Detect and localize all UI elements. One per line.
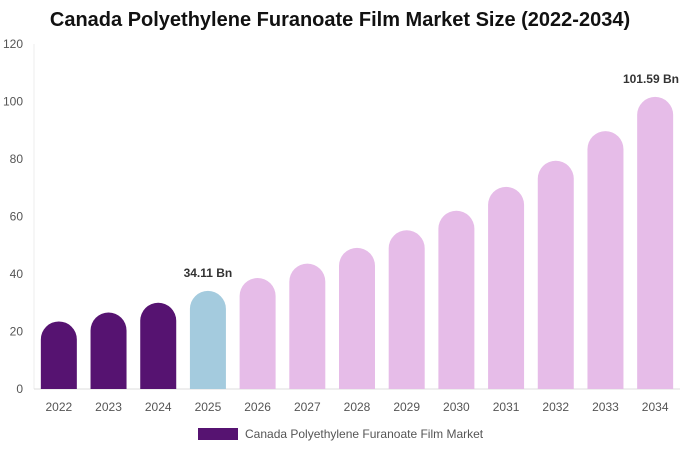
- bar-2026: [239, 278, 276, 389]
- bar-2023: [90, 312, 127, 389]
- x-tick-label: 2032: [542, 400, 569, 414]
- legend-label: Canada Polyethylene Furanoate Film Marke…: [245, 427, 484, 441]
- x-tick-label: 2033: [592, 400, 619, 414]
- y-tick-label: 120: [3, 37, 23, 51]
- x-tick-label: 2027: [294, 400, 321, 414]
- bar-2025: [189, 290, 226, 389]
- bars: [40, 96, 674, 390]
- x-tick-label: 2030: [443, 400, 470, 414]
- bar-2022: [40, 321, 77, 389]
- legend-swatch: [198, 428, 238, 440]
- data-label: 34.11 Bn: [184, 266, 233, 280]
- bar-2027: [289, 263, 326, 389]
- bar-2028: [339, 247, 375, 389]
- bar-2030: [438, 210, 475, 389]
- x-tick-label: 2026: [244, 400, 271, 414]
- bar-2024: [140, 302, 177, 389]
- x-tick-label: 2031: [493, 400, 520, 414]
- x-tick-label: 2034: [642, 400, 669, 414]
- chart-title: Canada Polyethylene Furanoate Film Marke…: [49, 9, 631, 31]
- bar-2031: [488, 186, 525, 389]
- x-tick-label: 2023: [95, 400, 122, 414]
- x-tick-label: 2025: [195, 400, 222, 414]
- y-tick-label: 80: [10, 152, 24, 166]
- y-tick-label: 0: [16, 382, 23, 396]
- x-tick-label: 2029: [393, 400, 420, 414]
- x-tick-label: 2022: [45, 400, 72, 414]
- y-tick-label: 40: [10, 267, 24, 281]
- bar-2033: [587, 131, 624, 390]
- labels: 2022 2023 2024 2025 2026 2027 2028 2029 2030 2031…: [45, 72, 679, 414]
- y-tick-label: 100: [3, 95, 23, 109]
- y-tick-label: 20: [10, 325, 24, 339]
- bar-2029: [388, 230, 425, 389]
- bar-2032: [537, 160, 574, 389]
- x-tick-label: 2024: [145, 400, 172, 414]
- y-tick-label: 60: [10, 210, 24, 224]
- legend: Canada Polyethylene Furanoate Film Marke…: [198, 426, 483, 442]
- data-label: 101.59 Bn: [623, 72, 679, 86]
- bar-2034: [637, 96, 674, 390]
- x-tick-label: 2028: [344, 400, 371, 414]
